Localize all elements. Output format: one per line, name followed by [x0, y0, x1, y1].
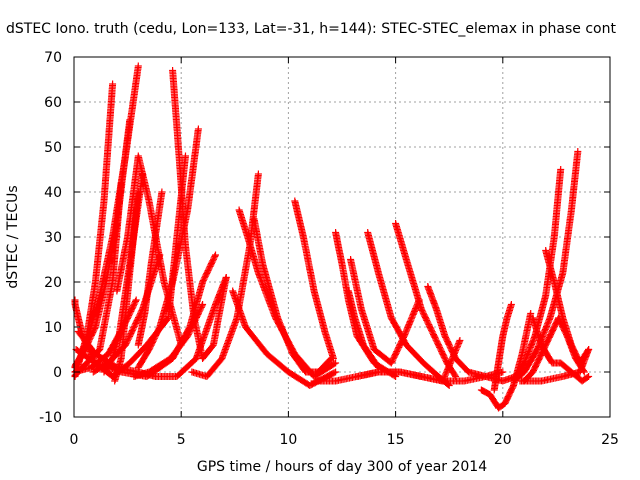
y-tick-label: 30 — [44, 230, 62, 246]
series-arc29 — [353, 368, 507, 385]
chart-title: dSTEC Iono. truth (cedu, Lon=133, Lat=-3… — [6, 21, 616, 37]
y-axis-label: dSTEC / TECUs — [5, 185, 21, 288]
series-markers — [392, 220, 460, 380]
y-tick-label: 40 — [44, 185, 62, 201]
series-markers — [89, 251, 164, 376]
y-tick-label: 70 — [44, 50, 62, 66]
y-tick-label: 20 — [44, 275, 62, 291]
y-tick-label: 50 — [44, 140, 62, 156]
y-tick-label: 0 — [53, 365, 62, 381]
series-arc19 — [250, 215, 335, 376]
series-markers — [520, 314, 588, 385]
series-arc16 — [130, 301, 207, 380]
y-tick-label: -10 — [39, 410, 62, 426]
axis-ticks: 0 5 10 15 20 25 -10 0 10 20 30 40 50 60 70 — [39, 50, 619, 448]
series-markers — [344, 287, 382, 371]
x-tick-label: 10 — [279, 432, 297, 448]
data-series — [71, 62, 593, 412]
series-arc37 — [520, 314, 588, 385]
series-markers — [347, 256, 423, 367]
series-markers — [130, 301, 207, 380]
series-arc31 — [490, 301, 515, 394]
series-arc26 — [344, 287, 382, 371]
x-tick-label: 20 — [494, 432, 512, 448]
series-arc24 — [392, 220, 460, 380]
series-markers — [490, 301, 515, 394]
series-markers — [353, 368, 507, 385]
x-axis-label: GPS time / hours of day 300 of year 2014 — [197, 459, 487, 475]
series-markers — [364, 229, 453, 389]
y-tick-label: 60 — [44, 95, 62, 111]
x-tick-label: 0 — [70, 432, 79, 448]
series-markers — [291, 197, 337, 362]
series-arc27 — [347, 256, 423, 367]
x-tick-label: 5 — [177, 432, 186, 448]
series-markers — [250, 215, 335, 376]
series-arc20 — [291, 197, 337, 362]
y-tick-label: 10 — [44, 320, 62, 336]
series-arc23 — [364, 229, 453, 389]
x-tick-label: 25 — [601, 432, 619, 448]
x-tick-label: 15 — [387, 432, 405, 448]
series-arc14 — [89, 251, 164, 376]
